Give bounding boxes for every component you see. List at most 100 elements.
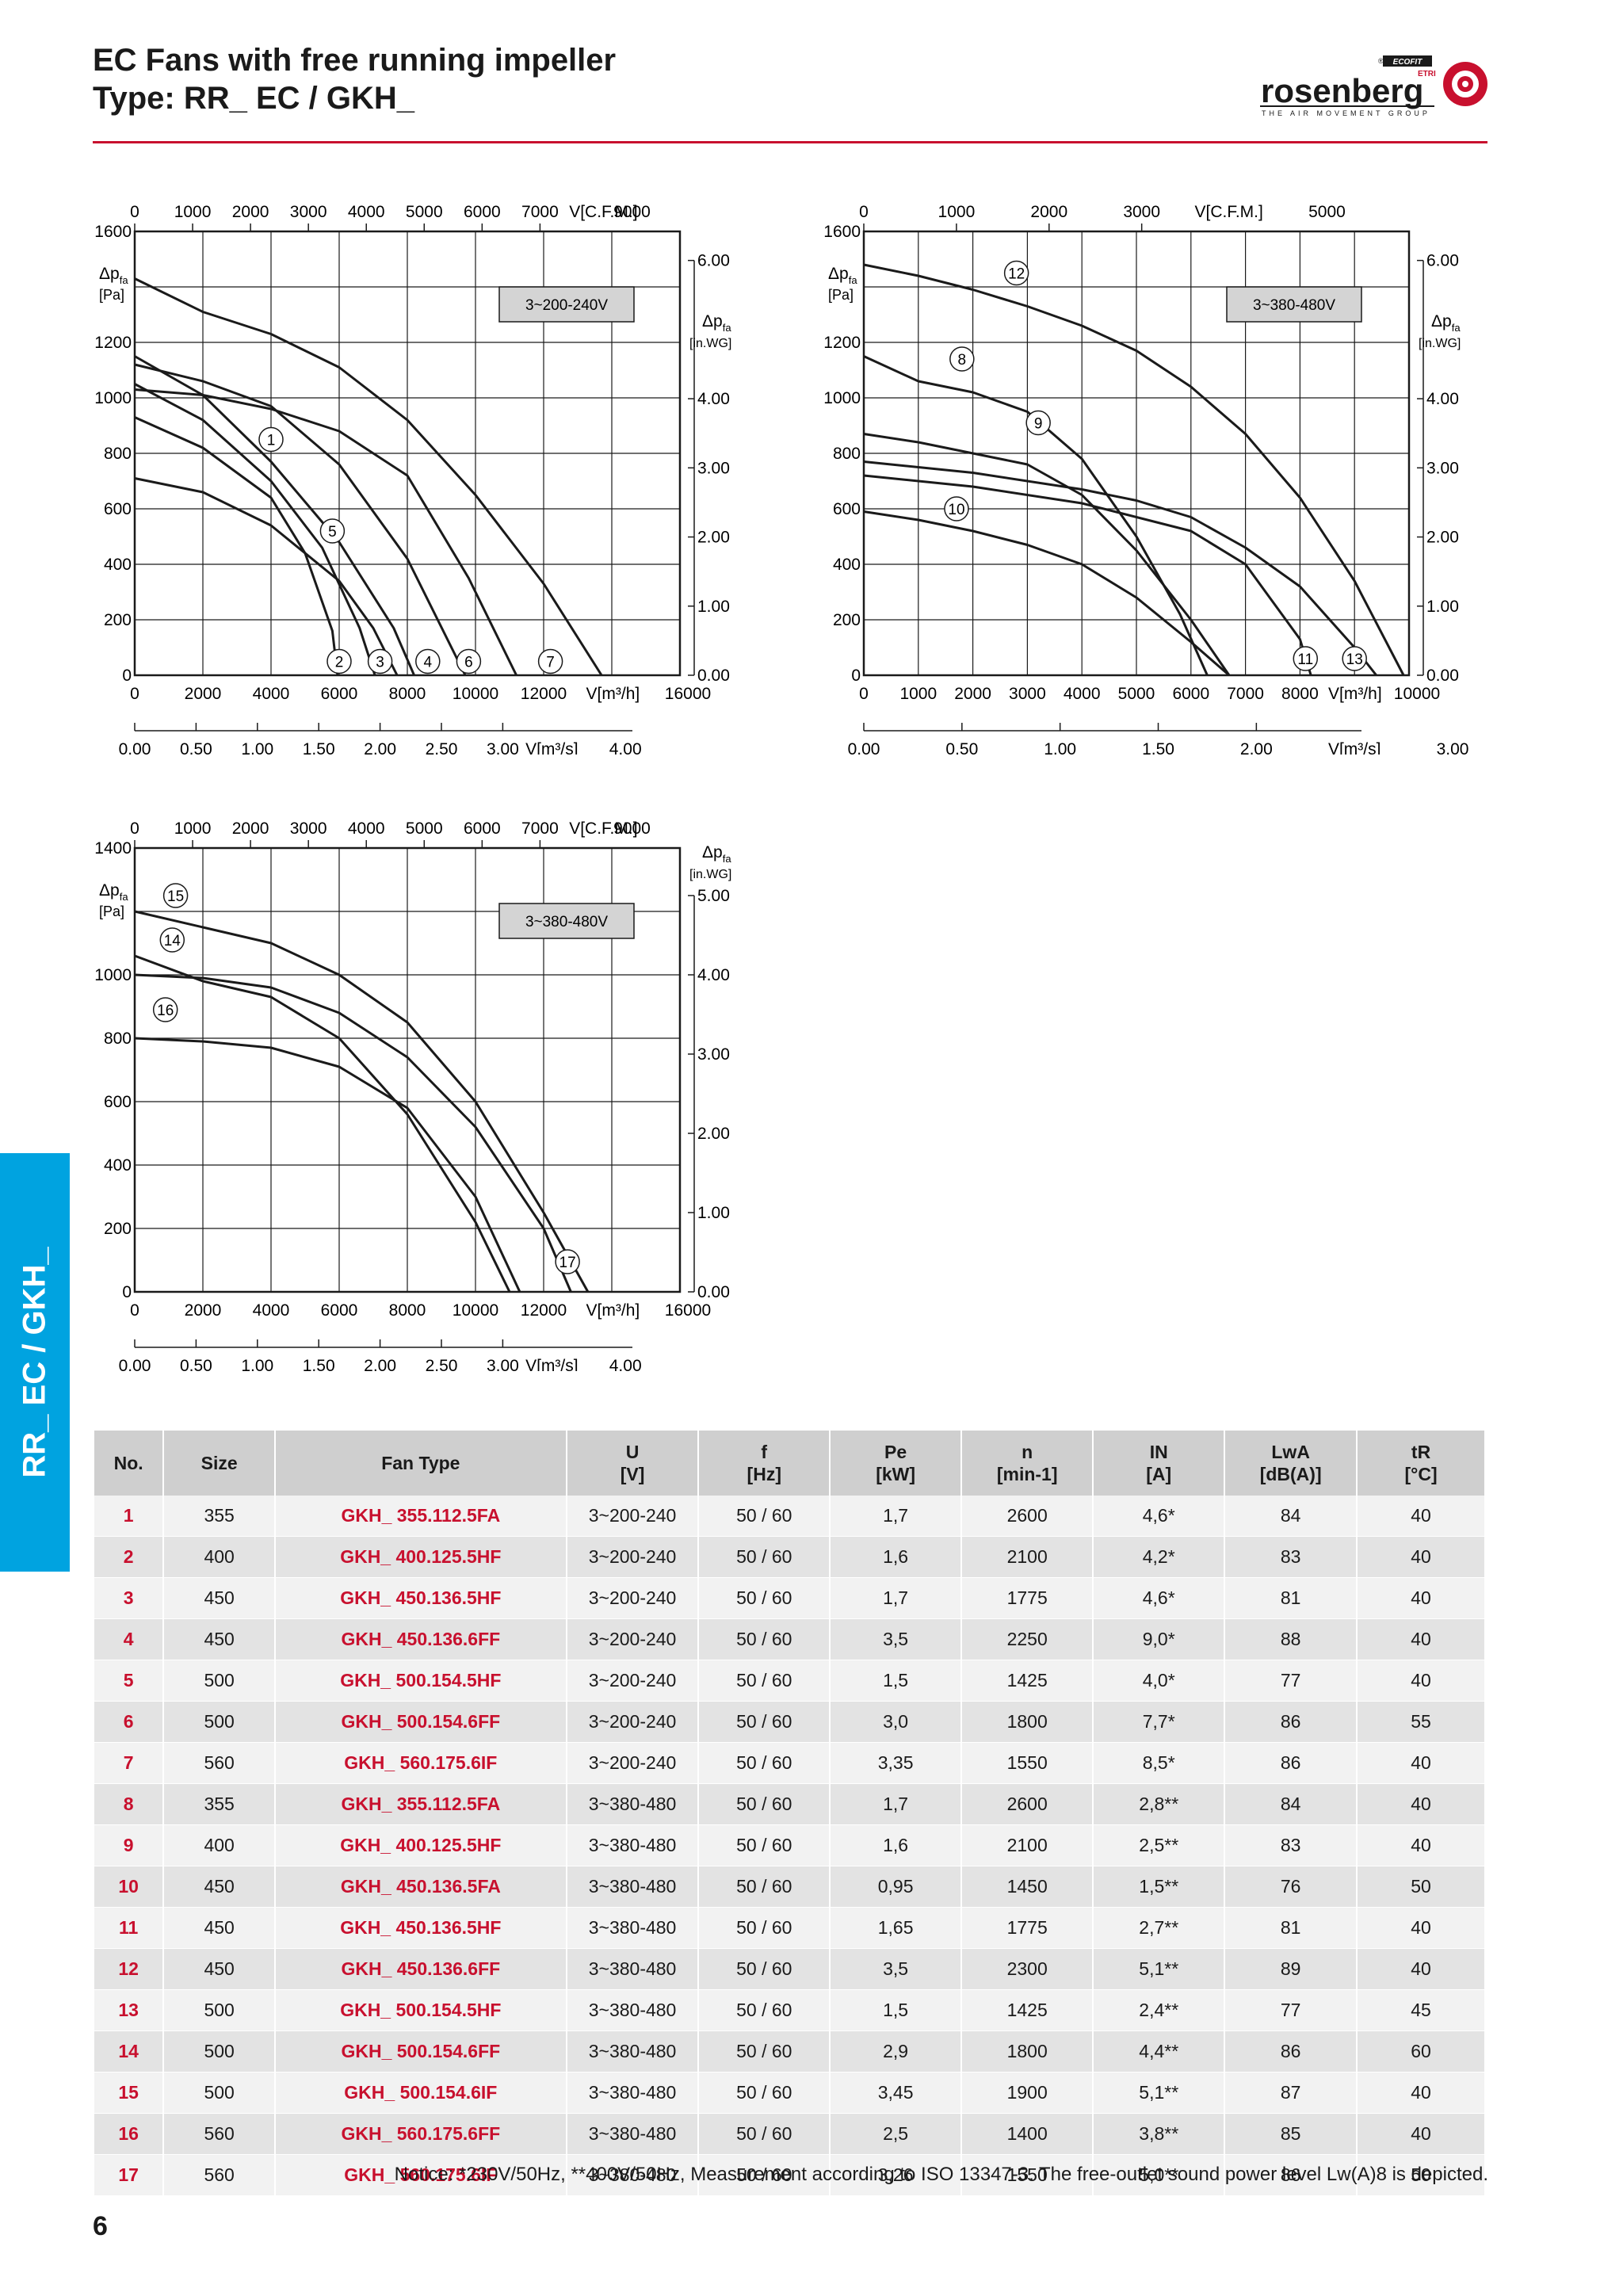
performance-chart-2: 0 200 400 600 800 1000 1200 1600 Δpfa [Pa] 0.00 1.0… <box>800 184 1490 755</box>
table-row: 2 400 GKH_ 400.125.5HF 3~200-240 50 / 60 1,6 2… <box>94 1537 1485 1578</box>
x-top-tick-label: 0 <box>859 203 869 221</box>
table-cell: 500 <box>163 1702 275 1743</box>
table-cell: 50 / 60 <box>698 1537 830 1578</box>
logo-wordmark: rosenberg <box>1261 72 1423 109</box>
y-tick-label: 400 <box>104 556 132 574</box>
table-cell: 3~200-240 <box>567 1660 699 1702</box>
y-right-tick-label: 3.00 <box>697 1045 730 1064</box>
x-tick-label: 2000 <box>185 685 222 703</box>
x-bottom-tick-label: 2.00 <box>364 740 396 755</box>
table-cell: 77 <box>1224 1660 1357 1702</box>
chart-svg: 020040060080010001400Δpfa[Pa]0.001.002.0… <box>71 800 737 1371</box>
col-header: U [V] <box>567 1431 699 1496</box>
logo-tagline: THE AIR MOVEMENT GROUP <box>1262 109 1430 117</box>
x-tick-label: 10000 <box>453 1301 498 1320</box>
voltage-label: 3~380-480V <box>1253 297 1335 314</box>
table-row: 16 560 GKH_ 560.175.6FF 3~380-480 50 / 60 2,5… <box>94 2114 1485 2155</box>
table-cell: 8 <box>94 1784 163 1825</box>
side-tab-label: RR_ EC / GKH_ <box>17 1247 53 1477</box>
table-cell: 7 <box>94 1743 163 1784</box>
x-tick-label: 4000 <box>1064 685 1101 703</box>
table-cell: 500 <box>163 1990 275 2031</box>
x-top-unit: V[C.F.M.] <box>1195 203 1263 221</box>
x-bottom-tick-label: 2.00 <box>1240 740 1273 755</box>
table-row: 3 450 GKH_ 450.136.5HF 3~200-240 50 / 60 1,7 1… <box>94 1578 1485 1619</box>
x-axis-unit: V[m³/h] <box>586 1301 640 1320</box>
table-cell: 1800 <box>961 2031 1093 2073</box>
table-cell: 2,7** <box>1093 1908 1224 1949</box>
curve-label: 14 <box>164 933 181 949</box>
table-cell: 560 <box>163 2114 275 2155</box>
table-cell: 2,5** <box>1093 1825 1224 1866</box>
x-top-tick-label: 0 <box>130 203 139 221</box>
y-axis-label: Δpfa <box>828 265 857 286</box>
x-last-tick: 10000 <box>1394 685 1440 703</box>
curve-17 <box>135 975 571 1292</box>
x-bottom-last: 4.00 <box>609 1357 642 1371</box>
y-tick-label: 1400 <box>94 839 132 858</box>
table-cell: 2100 <box>961 1825 1093 1866</box>
x-tick-label: 12000 <box>521 1301 567 1320</box>
table-cell: 40 <box>1357 1660 1485 1702</box>
x-bottom-tick-label: 1.00 <box>241 740 273 755</box>
performance-chart-1: 0 200 400 600 800 1000 1200 1600 Δpfa [Pa] 0.00 1.0… <box>71 184 737 755</box>
table-cell: GKH_ 450.136.5FA <box>275 1866 567 1908</box>
x-bottom-tick-label: 2.00 <box>364 1357 396 1371</box>
table-cell: GKH_ 500.154.6FF <box>275 2031 567 2073</box>
table-row: 9 400 GKH_ 400.125.5HF 3~380-480 50 / 60 1,6 2… <box>94 1825 1485 1866</box>
table-cell: 1775 <box>961 1578 1093 1619</box>
table-cell: 500 <box>163 2031 275 2073</box>
table-cell: 50 <box>1357 1866 1485 1908</box>
x-bottom-tick-label: 0.00 <box>119 740 151 755</box>
x-bottom-tick-label: 1.00 <box>241 1357 273 1371</box>
table-cell: 81 <box>1224 1578 1357 1619</box>
y-tick-label: 600 <box>104 500 132 518</box>
y-right-axis-unit: [in.WG] <box>689 868 731 881</box>
x-tick-label: 2000 <box>954 685 991 703</box>
y-tick-label: 1000 <box>94 966 132 984</box>
table-cell: 77 <box>1224 1990 1357 2031</box>
title-line-2: Type: RR_ EC / GKH_ <box>93 79 616 117</box>
page-title: EC Fans with free running impeller Type:… <box>93 41 616 117</box>
table-cell: 1425 <box>961 1660 1093 1702</box>
y-tick-label: 0 <box>851 667 861 685</box>
y-right-tick-label: 3.00 <box>1426 459 1459 477</box>
table-cell: 6 <box>94 1702 163 1743</box>
table-cell: 55 <box>1357 1702 1485 1743</box>
table-cell: 3,45 <box>830 2073 961 2114</box>
table-cell: 11 <box>94 1908 163 1949</box>
curve-label: 3 <box>376 655 384 671</box>
x-tick-label: 3000 <box>1009 685 1046 703</box>
table-cell: 560 <box>163 2155 275 2196</box>
table-row: 11 450 GKH_ 450.136.5HF 3~380-480 50 / 60 1,6… <box>94 1908 1485 1949</box>
table-cell: GKH_ 450.136.6FF <box>275 1619 567 1660</box>
table-row: 7 560 GKH_ 560.175.6IF 3~200-240 50 / 60 3,35… <box>94 1743 1485 1784</box>
y-axis-label-sub: fa <box>120 891 129 903</box>
table-cell: 10 <box>94 1866 163 1908</box>
y-tick-label: 200 <box>104 611 132 629</box>
table-cell: 2250 <box>961 1619 1093 1660</box>
table-cell: 40 <box>1357 2114 1485 2155</box>
table-cell: 500 <box>163 2073 275 2114</box>
table-cell: 560 <box>163 1743 275 1784</box>
x-top-tick-label: 2000 <box>232 203 269 221</box>
col-header-unit: [dB(A)] <box>1226 1463 1355 1485</box>
y-right-tick-label: 2.00 <box>697 1125 730 1143</box>
logo-badge-1: ECOFIT <box>1393 58 1423 67</box>
curve-label: 8 <box>958 352 967 369</box>
table-cell: 8,5* <box>1093 1743 1224 1784</box>
table-cell: 2,8** <box>1093 1784 1224 1825</box>
table-cell: 4,6* <box>1093 1578 1224 1619</box>
table-cell: 5 <box>94 1660 163 1702</box>
y-tick-label: 0 <box>122 1283 132 1301</box>
table-cell: 1,5** <box>1093 1866 1224 1908</box>
x-tick-label: 5000 <box>1118 685 1155 703</box>
y-tick-label: 600 <box>833 500 861 518</box>
y-right-tick-label: 6.00 <box>1426 252 1459 270</box>
table-cell: 1550 <box>961 1743 1093 1784</box>
col-header: tR [°C] <box>1357 1431 1485 1496</box>
x-top-tick-label: 1000 <box>938 203 976 221</box>
fan-spec-table: No. Size Fan Type U [V] f [Hz] Pe [kW] n [min-1] IN… <box>94 1431 1486 2196</box>
x-top-tick-label: 4000 <box>348 203 385 221</box>
table-cell: 2,5 <box>830 2114 961 2155</box>
